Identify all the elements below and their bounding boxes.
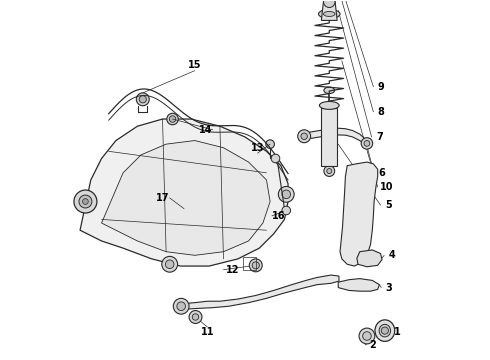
Circle shape	[82, 199, 88, 204]
Text: 3: 3	[385, 283, 392, 293]
Ellipse shape	[375, 320, 395, 341]
Text: 8: 8	[378, 107, 385, 117]
Polygon shape	[302, 128, 367, 146]
Ellipse shape	[323, 12, 335, 17]
Text: 9: 9	[378, 82, 385, 92]
Circle shape	[282, 190, 291, 199]
Text: 4: 4	[389, 250, 395, 260]
Circle shape	[301, 133, 307, 139]
Circle shape	[249, 259, 262, 272]
Circle shape	[359, 328, 375, 344]
Ellipse shape	[319, 102, 339, 109]
Polygon shape	[321, 1, 337, 21]
Circle shape	[361, 138, 373, 149]
Circle shape	[363, 332, 371, 340]
Text: 11: 11	[200, 327, 214, 337]
Text: 7: 7	[376, 132, 383, 142]
Circle shape	[162, 256, 177, 272]
Circle shape	[298, 130, 311, 143]
Ellipse shape	[379, 324, 391, 337]
Polygon shape	[180, 275, 339, 309]
Circle shape	[139, 96, 147, 103]
Circle shape	[192, 314, 199, 320]
Ellipse shape	[324, 87, 335, 94]
Circle shape	[189, 311, 202, 323]
Text: 16: 16	[272, 211, 286, 221]
Polygon shape	[340, 162, 378, 266]
Circle shape	[74, 190, 97, 213]
Circle shape	[167, 113, 178, 125]
Circle shape	[278, 186, 294, 202]
Polygon shape	[80, 119, 288, 266]
Text: 17: 17	[156, 193, 169, 203]
Text: 5: 5	[385, 200, 392, 210]
Polygon shape	[338, 279, 379, 291]
Text: 12: 12	[226, 265, 239, 275]
Circle shape	[323, 0, 335, 8]
Circle shape	[271, 154, 280, 163]
Circle shape	[136, 93, 149, 106]
Circle shape	[173, 298, 189, 314]
Circle shape	[170, 116, 176, 122]
Polygon shape	[357, 250, 382, 267]
Circle shape	[79, 195, 92, 208]
Ellipse shape	[318, 9, 340, 18]
Text: 13: 13	[251, 143, 264, 153]
Circle shape	[327, 168, 332, 174]
Text: 6: 6	[378, 168, 385, 178]
Circle shape	[177, 302, 186, 311]
Circle shape	[266, 140, 274, 148]
Circle shape	[324, 166, 335, 176]
Circle shape	[252, 262, 259, 269]
Text: 14: 14	[199, 125, 212, 135]
Text: 10: 10	[380, 182, 393, 192]
Circle shape	[282, 206, 291, 215]
Text: 15: 15	[188, 60, 201, 70]
Circle shape	[381, 327, 389, 334]
Circle shape	[166, 260, 174, 269]
Text: 2: 2	[369, 340, 376, 350]
Polygon shape	[101, 140, 270, 255]
Polygon shape	[321, 108, 337, 166]
Circle shape	[364, 140, 370, 146]
Text: 1: 1	[394, 327, 401, 337]
